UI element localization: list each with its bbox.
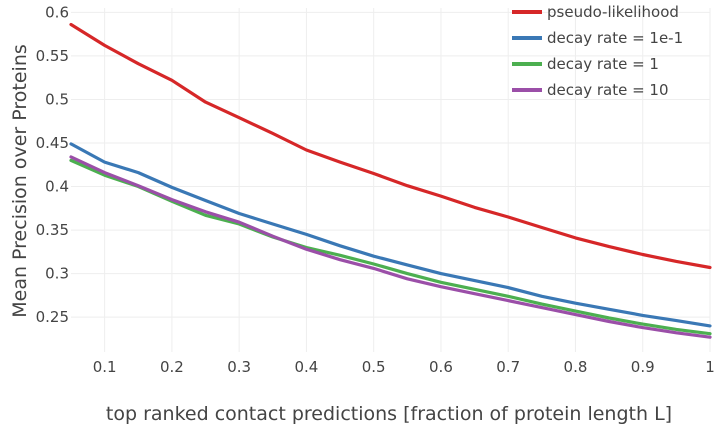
- legend-label: pseudo-likelihood: [547, 3, 679, 21]
- x-tick-label: 0.6: [429, 358, 453, 376]
- y-tick-label: 0.55: [36, 47, 69, 65]
- x-tick-label: 0.4: [294, 358, 318, 376]
- legend-item[interactable]: pseudo-likelihood: [512, 3, 679, 21]
- series-line-3: [69, 158, 712, 336]
- y-tick-label: 0.3: [45, 265, 69, 283]
- legend-label: decay rate = 10: [547, 81, 669, 99]
- x-axis-title: top ranked contact predictions [fraction…: [106, 403, 672, 425]
- legend-item[interactable]: decay rate = 10: [512, 81, 669, 99]
- x-tick-label: 0.3: [227, 358, 251, 376]
- grid-lines: [71, 8, 711, 352]
- x-tick-label: 0.2: [160, 358, 184, 376]
- y-tick-label: 0.5: [45, 90, 69, 108]
- x-tick-label: 0.9: [631, 358, 655, 376]
- y-tick-label: 0.35: [36, 221, 69, 239]
- series-lines: [69, 22, 712, 339]
- x-tick-labels: 0.1 0.2 0.3 0.4 0.5 0.6 0.7 0.8 0.9 1: [93, 358, 715, 376]
- legend-item[interactable]: decay rate = 1: [512, 55, 659, 73]
- y-tick-label: 0.6: [45, 3, 69, 21]
- series-line-1: [69, 22, 712, 270]
- y-tick-labels: 0.25 0.3 0.35 0.4 0.45 0.5 0.55 0.6: [36, 3, 69, 326]
- legend-item[interactable]: decay rate = 1e-1: [512, 29, 683, 47]
- x-tick-label: 0.8: [564, 358, 588, 376]
- series-line-2: [69, 142, 712, 328]
- y-tick-label: 0.25: [36, 308, 69, 326]
- x-tick-label: 0.5: [362, 358, 386, 376]
- series-line-4: [69, 155, 712, 339]
- x-tick-label: 1: [705, 358, 715, 376]
- y-axis-title: Mean Precision over Proteins: [9, 44, 31, 318]
- legend-label: decay rate = 1: [547, 55, 659, 73]
- x-tick-label: 0.7: [496, 358, 520, 376]
- y-tick-label: 0.4: [45, 178, 69, 196]
- y-tick-label: 0.45: [36, 134, 69, 152]
- legend-label: decay rate = 1e-1: [547, 29, 683, 47]
- legend[interactable]: pseudo-likelihood decay rate = 1e-1 decay …: [512, 3, 683, 99]
- x-tick-label: 0.1: [93, 358, 117, 376]
